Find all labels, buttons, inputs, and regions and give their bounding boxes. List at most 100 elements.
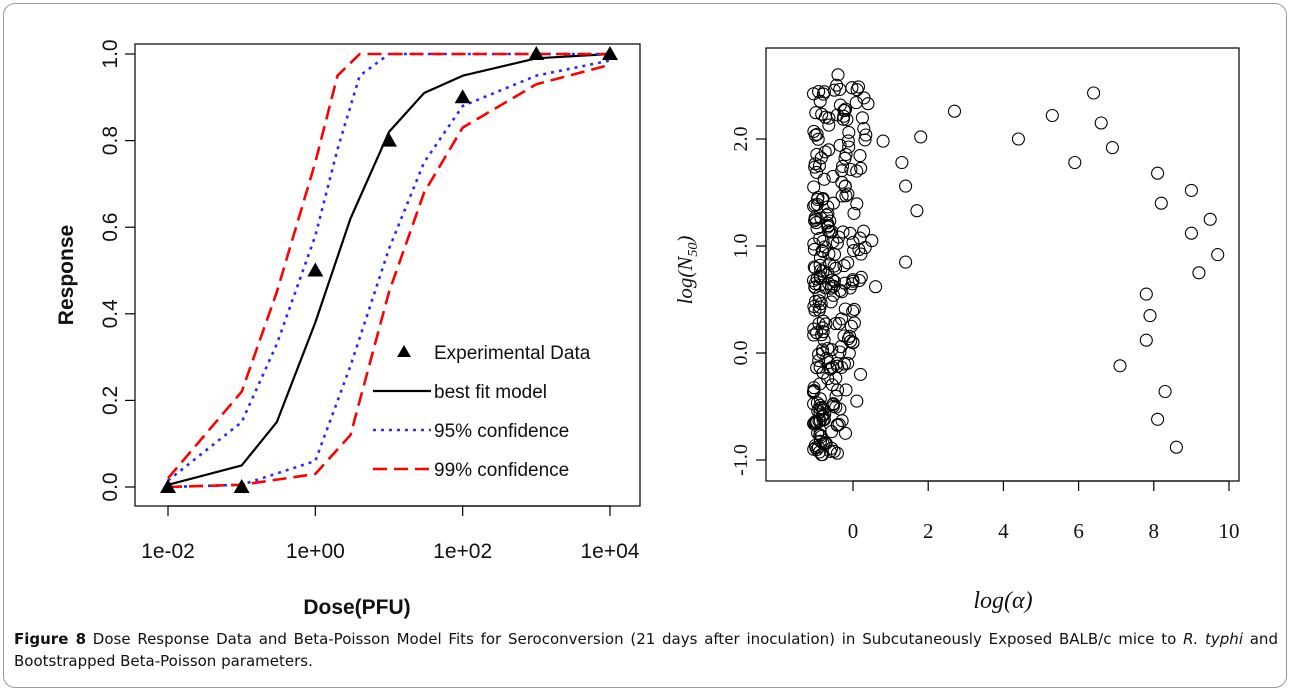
scatter-point bbox=[842, 125, 856, 139]
caption-text-1: Dose Response Data and Beta-Poisson Mode… bbox=[92, 630, 1184, 648]
right-x-axis: 0 2 4 6 8 10 bbox=[848, 480, 1240, 543]
data-point-triangle bbox=[233, 479, 250, 493]
scatter-point bbox=[854, 247, 868, 261]
left-y-axis-label: Response bbox=[55, 225, 78, 325]
scatter-point bbox=[837, 329, 851, 343]
scatter-point bbox=[809, 216, 823, 230]
scatter-point bbox=[876, 134, 890, 148]
figure-frame bbox=[3, 3, 1287, 688]
caption-end: . bbox=[308, 652, 313, 670]
y-tick-label: -1.0 bbox=[730, 444, 752, 476]
scatter-point bbox=[830, 446, 844, 460]
scatter-point bbox=[836, 225, 850, 239]
right-x-axis-label: log(α) bbox=[973, 588, 1032, 614]
scatter-point bbox=[820, 351, 834, 365]
scatter-point bbox=[807, 199, 821, 213]
scatter-point bbox=[813, 231, 827, 245]
scatter-point bbox=[813, 94, 827, 108]
scatter-point bbox=[811, 426, 825, 440]
caption-text-2: and Bootstrapped Beta-Poisson parameters bbox=[14, 630, 1278, 670]
scatter-point bbox=[818, 145, 832, 159]
x-tick-label: 1e+00 bbox=[286, 540, 345, 563]
scatter-point bbox=[827, 444, 841, 458]
left-y-axis: 0.0 0.2 0.4 0.6 0.8 1.0 bbox=[99, 39, 135, 502]
scatter-point bbox=[1151, 166, 1165, 180]
scatter-point bbox=[832, 316, 846, 331]
scatter-point bbox=[1211, 248, 1225, 262]
y-tick-label: 0.8 bbox=[99, 126, 122, 155]
scatter-point bbox=[833, 283, 847, 297]
scatter-point bbox=[1143, 309, 1157, 323]
x-tick-label: 10 bbox=[1219, 519, 1240, 543]
scatter-point bbox=[846, 235, 860, 249]
scatter-point bbox=[841, 187, 855, 201]
scatter-point bbox=[851, 80, 866, 94]
scatter-point bbox=[835, 285, 849, 299]
scatter-point bbox=[899, 179, 913, 193]
scatter-point bbox=[899, 255, 913, 269]
scatter-point bbox=[838, 302, 852, 316]
scatter-point bbox=[849, 96, 863, 110]
scatter-point bbox=[817, 412, 831, 427]
y-tick-label: 0.0 bbox=[99, 472, 122, 501]
scatter-point bbox=[1139, 333, 1153, 347]
scatter-point bbox=[847, 302, 861, 316]
right-y-axis: -1.0 0.0 1.0 2.0 bbox=[730, 127, 767, 476]
scatter-point bbox=[846, 273, 860, 287]
scatter-point bbox=[829, 389, 843, 403]
scatter-point bbox=[838, 103, 852, 118]
scatter-point bbox=[1139, 287, 1153, 301]
legend-marker-triangle bbox=[397, 345, 411, 357]
scatter-point bbox=[858, 133, 872, 147]
scatter-point bbox=[825, 425, 839, 439]
scatter-point bbox=[806, 384, 821, 398]
x-tick-label: 6 bbox=[1073, 519, 1084, 543]
scatter-point bbox=[813, 392, 827, 406]
scatter-point bbox=[852, 273, 866, 288]
figure-caption: Figure 8 Dose Response Data and Beta-Poi… bbox=[14, 628, 1278, 672]
scatter-point bbox=[845, 81, 859, 95]
scatter-point bbox=[1184, 226, 1198, 240]
scatter-point bbox=[829, 317, 843, 331]
scatter-point bbox=[808, 417, 822, 431]
scatter-point bbox=[806, 87, 821, 101]
scatter-point bbox=[839, 189, 853, 203]
scatter-point bbox=[1068, 155, 1082, 170]
right-y-axis-label: log(N50) bbox=[673, 236, 701, 305]
scatter-point bbox=[807, 397, 821, 411]
scatter-point bbox=[814, 211, 828, 225]
scatter-point bbox=[813, 398, 827, 412]
scatter-point bbox=[821, 200, 835, 214]
scatter-point bbox=[822, 118, 836, 132]
legend-label: Experimental Data bbox=[434, 343, 591, 364]
scatter-point bbox=[809, 441, 823, 455]
scatter-point bbox=[853, 149, 867, 163]
scatter-point bbox=[817, 172, 831, 186]
x-tick-label: 1e+02 bbox=[433, 540, 492, 563]
left-curves bbox=[167, 52, 611, 489]
scatter-point bbox=[847, 316, 861, 330]
data-point-triangle bbox=[528, 46, 545, 60]
scatter-point bbox=[1094, 116, 1108, 130]
scatter-point bbox=[842, 140, 856, 154]
right-points bbox=[806, 68, 1225, 462]
scatter-point bbox=[838, 426, 853, 440]
x-tick-label: 8 bbox=[1149, 519, 1160, 543]
scatter-point bbox=[831, 383, 845, 397]
scatter-point bbox=[808, 128, 822, 142]
scatter-point bbox=[947, 104, 962, 118]
scatter-point bbox=[816, 192, 830, 206]
scatter-point bbox=[812, 353, 826, 368]
scatter-point bbox=[823, 214, 837, 228]
scatter-point bbox=[816, 87, 830, 101]
scatter-point bbox=[810, 361, 824, 375]
scatter-point bbox=[821, 207, 835, 221]
x-tick-label: 1e+04 bbox=[581, 540, 640, 563]
scatter-point bbox=[843, 226, 857, 240]
scatter-point bbox=[895, 155, 909, 170]
scatter-point bbox=[1011, 132, 1025, 146]
scatter-point bbox=[846, 336, 860, 350]
legend-label: best fit model bbox=[434, 382, 547, 403]
scatter-point bbox=[830, 356, 844, 371]
scatter-point bbox=[835, 159, 850, 173]
